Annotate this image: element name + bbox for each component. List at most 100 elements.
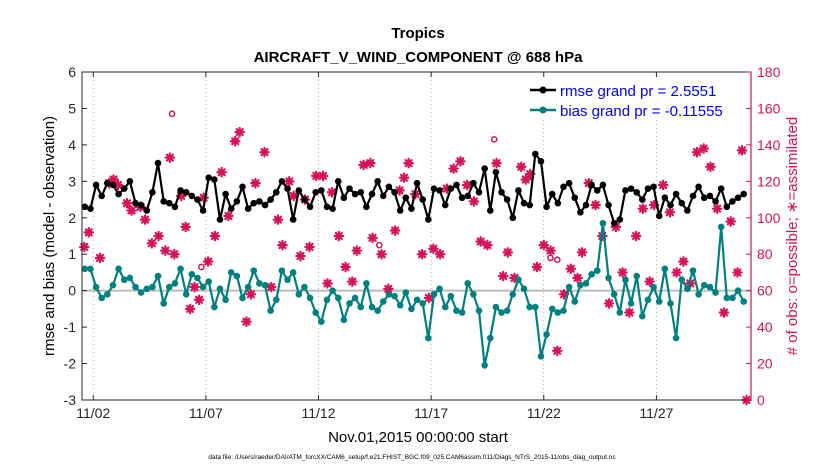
assimilated-count-marker [624,307,635,318]
rmse-point [667,201,674,209]
assimilated-count-marker [423,292,435,304]
rmse-point [250,199,258,207]
rmse-point [374,178,381,185]
assimilated-count-marker [657,179,669,191]
bias-point [706,283,714,291]
y2-tick-label: 40 [757,319,773,335]
assimilated-count-marker [531,261,543,273]
rmse-point [115,190,122,198]
assimilated-count-marker [265,281,277,293]
y2-tick-label: 20 [757,356,773,372]
chart-title: Tropics [391,25,444,42]
bias-point [351,294,359,302]
bias-point [244,283,252,291]
legend-box [525,78,743,120]
assimilated-count-marker [461,179,473,191]
bias-point [684,285,691,293]
assimilated-count-marker [169,248,180,260]
assimilated-count-marker [732,267,743,278]
rmse-point [289,216,297,223]
rmse-point [357,188,365,196]
rmse-point [458,194,466,202]
rmse-point [227,205,235,212]
bias-point [132,283,139,291]
y-axis-label: rmse and bias (model - observation) [41,116,58,356]
rmse-point [712,198,719,205]
bias-point [222,296,229,304]
bias-point [543,331,550,338]
rmse-point [700,194,708,202]
assimilated-count-marker [718,307,730,318]
y2-axis-label: # of obs: o=possible; ∗=assimilated [784,117,801,356]
assimilated-count-marker [551,345,563,357]
rmse-point [301,196,308,203]
bias-point [526,303,533,311]
bias-point [289,269,297,276]
rmse-point [137,201,145,209]
assimilated-count-marker [272,214,284,225]
rmse-point [261,201,269,209]
bias-point [233,272,241,280]
bias-point [616,309,624,316]
rmse-point [571,194,579,202]
y2-tick-label: 140 [757,137,781,153]
assimilated-count-marker [497,270,509,282]
bias-point [126,274,134,282]
rmse-point [447,185,455,192]
bias-point [565,283,573,291]
assimilated-count-marker [277,239,288,251]
bias-point [436,285,443,293]
rmse-point [734,194,742,202]
series-lines [81,150,747,369]
x-tick-label: 11/17 [414,405,448,421]
bias-point [734,287,742,294]
rmse-point [723,203,731,211]
assimilated-count-marker [310,170,322,182]
assimilated-count-marker [736,145,748,156]
assimilated-count-marker [193,294,205,306]
rmse-point [492,168,500,176]
bias-point [655,298,663,305]
assimilated-count-marker [304,241,315,253]
bias-point [413,296,421,304]
assimilated-count-marker [184,303,196,315]
bias-point [548,305,556,313]
bias-point [227,269,235,276]
assimilated-count-marker [502,247,514,258]
bias-point [346,300,353,307]
rmse-point [92,181,100,189]
rmse-point [295,187,303,194]
rmse-point [430,185,438,192]
assimilated-count-marker [428,243,439,255]
assimilated-count-marker [241,316,252,327]
rmse-point [385,183,393,191]
rmse-point [419,196,426,203]
rmse-point [498,188,505,196]
bias-point [419,300,426,307]
bias-point [396,301,404,309]
assimilated-count-marker [572,272,583,284]
chart-subtitle: AIRCRAFT_V_WIND_COMPONENT @ 688 hPa [254,49,584,66]
bias-point [278,267,286,274]
rmse-point [132,199,139,207]
bias-point [481,362,488,369]
rmse-point [509,214,517,222]
bias-point [194,274,201,282]
legend: rmse grand pr = 2.5551 bias grand pr = -… [525,78,743,120]
x-tick-label: 11/12 [302,405,336,421]
x-axis-label: Nov.01,2015 00:00:00 start [328,429,509,446]
bias-point [588,270,595,278]
bias-point [475,307,483,315]
bias-point [216,285,224,293]
bias-point [610,291,618,298]
rmse-point [126,178,134,185]
assimilated-count-marker [491,157,502,169]
rmse-point [554,199,562,207]
bias-point [650,283,657,291]
x-tick-label: 11/22 [527,405,561,421]
bias-point [120,276,128,284]
bias-line [84,222,745,367]
bias-point [560,307,567,315]
assimilated-count-marker [468,196,480,207]
assimilated-count-marker [434,248,446,260]
